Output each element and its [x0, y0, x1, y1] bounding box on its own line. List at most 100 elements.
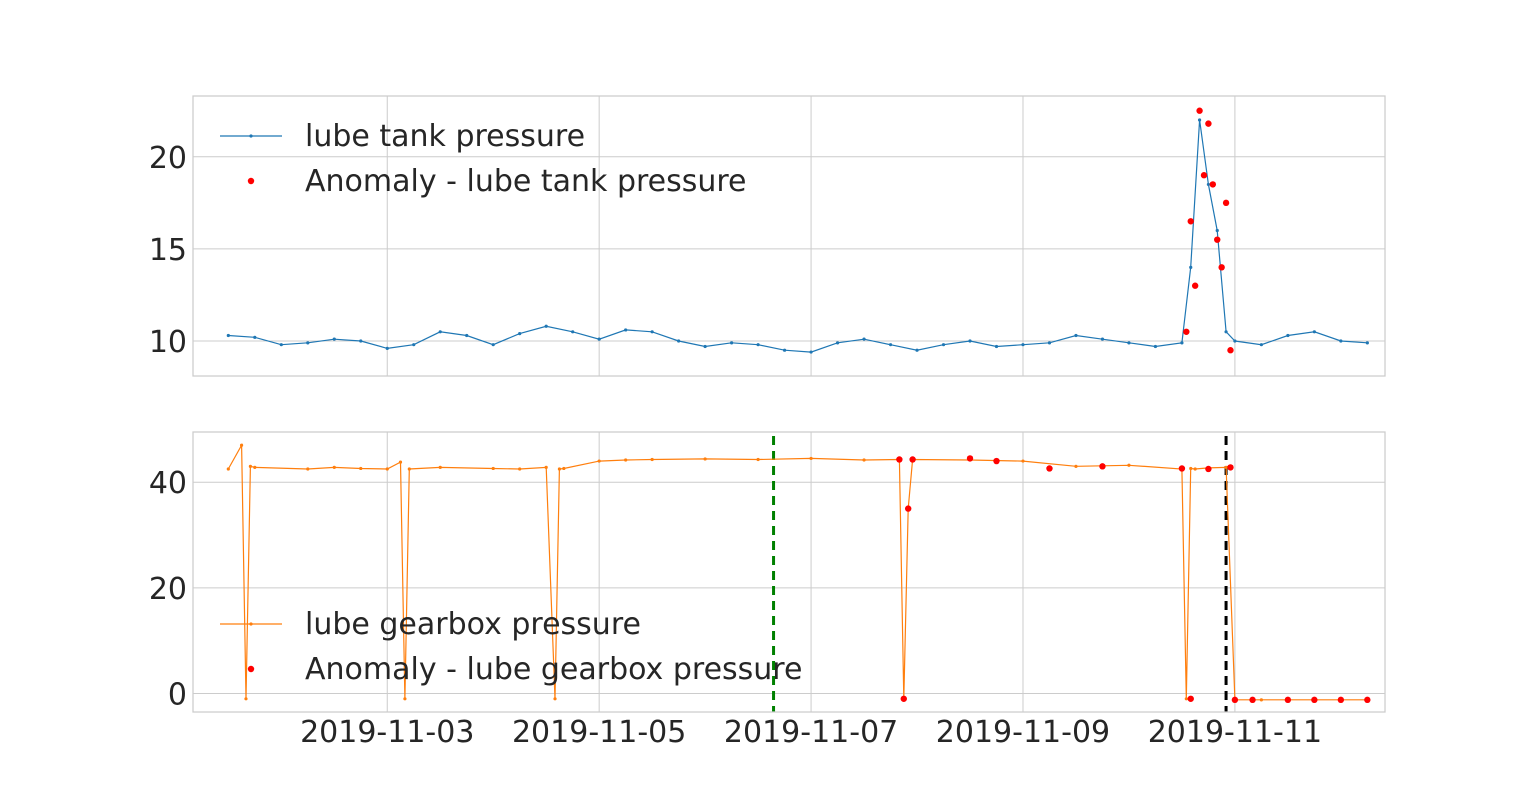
anomaly-point: [1191, 282, 1199, 289]
anomaly-point: [896, 456, 903, 463]
data-point: [253, 335, 257, 339]
data-point: [1286, 333, 1290, 338]
legend-dot-swatch: [247, 665, 255, 673]
data-point: [1339, 339, 1343, 343]
data-point: [1100, 337, 1105, 341]
y-tick-label: 15: [149, 233, 187, 268]
anomaly-point: [905, 505, 912, 512]
data-point: [650, 457, 654, 462]
data-point: [1193, 467, 1197, 471]
data-point: [332, 337, 336, 341]
anomaly-point: [993, 457, 1000, 465]
data-point: [862, 337, 866, 341]
anomaly-point: [966, 455, 974, 462]
data-point: [557, 467, 562, 471]
data-point: [306, 467, 310, 471]
anomaly-point: [1183, 328, 1190, 335]
data-point: [597, 459, 601, 463]
x-tick-label: 2019-11-11: [1148, 715, 1322, 750]
data-point: [465, 333, 469, 338]
data-point: [553, 697, 557, 701]
legend: lube tank pressure Anomaly - lube tank pr…: [220, 119, 747, 199]
anomaly-point: [1231, 696, 1239, 704]
data-point: [677, 339, 681, 343]
data-point: [1074, 464, 1078, 468]
legend-dot-swatch: [247, 177, 255, 185]
data-point: [385, 467, 389, 471]
legend: lube gearbox pressure Anomaly - lube gear…: [220, 607, 802, 687]
data-point: [1127, 341, 1131, 345]
x-tick-label: 2019-11-09: [936, 715, 1110, 750]
anomaly-point: [1364, 696, 1371, 704]
anomaly-point: [1178, 465, 1186, 472]
data-point: [650, 330, 654, 334]
anomaly-point: [1196, 107, 1203, 114]
anomaly-point: [1249, 696, 1256, 704]
x-tick-label: 2019-11-03: [300, 715, 474, 750]
data-point: [403, 697, 407, 701]
data-point: [597, 337, 601, 341]
data-point: [239, 443, 244, 447]
anomaly-point: [1200, 172, 1208, 179]
data-point: [544, 324, 548, 328]
data-point: [544, 465, 548, 469]
data-point: [888, 343, 893, 347]
data-point: [438, 465, 442, 469]
data-point: [1021, 343, 1025, 347]
data-point: [359, 339, 363, 343]
data-point: [244, 697, 248, 701]
anomaly-point: [1284, 696, 1292, 704]
legend-marker: [249, 622, 253, 626]
data-point: [248, 464, 252, 468]
data-point: [253, 465, 257, 469]
legend-label: lube tank pressure: [305, 119, 585, 154]
data-point: [562, 466, 566, 471]
x-tick-label: 2019-11-07: [724, 715, 898, 750]
data-point: [1312, 330, 1316, 334]
y-tick-label: 0: [168, 678, 187, 713]
legend-label: Anomaly - lube gearbox pressure: [305, 652, 802, 687]
data-point: [1259, 343, 1263, 347]
anomaly-point: [1205, 120, 1212, 127]
anomaly-point: [1209, 181, 1217, 188]
anomaly-point: [1214, 236, 1221, 243]
legend-label: lube gearbox pressure: [305, 607, 641, 642]
anomaly-point: [1187, 218, 1194, 225]
data-point: [756, 457, 760, 462]
data-point: [1197, 118, 1202, 122]
data-point: [1233, 339, 1237, 343]
anomaly-point: [1205, 465, 1212, 473]
data-point: [624, 458, 628, 462]
data-point: [941, 343, 946, 347]
data-point: [306, 341, 310, 345]
anomaly-point: [1046, 465, 1053, 472]
anomaly-point: [1187, 695, 1194, 702]
data-point: [624, 328, 628, 332]
data-point: [412, 343, 416, 347]
data-point: [756, 343, 760, 347]
data-point: [1224, 330, 1228, 334]
anomaly-point: [1227, 347, 1234, 354]
series-line: [227, 442, 1368, 701]
data-point: [782, 348, 787, 352]
y-tick-label: 20: [149, 141, 187, 176]
anomaly-point: [900, 695, 907, 702]
data-point: [915, 348, 919, 352]
data-point: [226, 333, 230, 338]
data-point: [994, 344, 999, 349]
chart-panel-2: 0 20 40 2019-11-03 2019-11-05 2019-11-07 2019-…: [149, 431, 1386, 750]
data-point: [968, 339, 972, 343]
anomaly-point: [1099, 463, 1106, 470]
data-point: [1021, 459, 1025, 463]
data-point: [491, 343, 495, 347]
y-tick-label: 20: [149, 572, 187, 607]
data-point: [1224, 465, 1228, 469]
data-point: [359, 466, 363, 471]
data-point: [1189, 466, 1193, 471]
data-point: [1047, 341, 1052, 345]
data-point: [1180, 341, 1184, 345]
anomaly-point: [1218, 264, 1225, 271]
data-point: [703, 457, 707, 461]
data-point: [1206, 182, 1211, 187]
